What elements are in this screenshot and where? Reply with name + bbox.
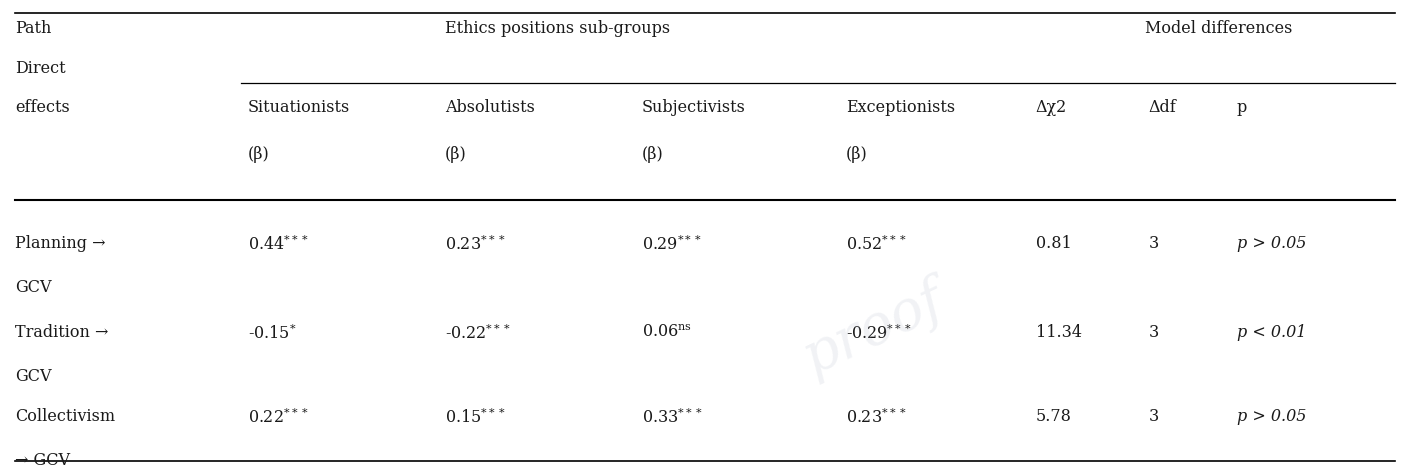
Text: Situationists: Situationists [248,100,350,117]
Text: (β): (β) [248,146,269,163]
Text: Tradition →: Tradition → [16,324,109,341]
Text: p > 0.05: p > 0.05 [1237,408,1306,425]
Text: 0.15$\mathregular{^{***}}$: 0.15$\mathregular{^{***}}$ [444,408,506,427]
Text: 0.33$\mathregular{^{***}}$: 0.33$\mathregular{^{***}}$ [642,408,702,427]
Text: -0.15$\mathregular{^{*}}$: -0.15$\mathregular{^{*}}$ [248,324,296,343]
Text: 0.06$\mathregular{^{ns}}$: 0.06$\mathregular{^{ns}}$ [642,324,692,341]
Text: 0.44$\mathregular{^{***}}$: 0.44$\mathregular{^{***}}$ [248,235,309,254]
Text: effects: effects [16,100,71,117]
Text: 0.81: 0.81 [1036,235,1072,252]
Text: Subjectivists: Subjectivists [642,100,746,117]
Text: proof: proof [795,272,953,384]
Text: p < 0.01: p < 0.01 [1237,324,1306,341]
Text: 0.29$\mathregular{^{***}}$: 0.29$\mathregular{^{***}}$ [642,235,702,254]
Text: Exceptionists: Exceptionists [846,100,955,117]
Text: 3: 3 [1148,408,1159,425]
Text: 5.78: 5.78 [1036,408,1072,425]
Text: (β): (β) [846,146,867,163]
Text: Δdf: Δdf [1148,100,1176,117]
Text: GCV: GCV [16,368,52,385]
Text: 0.23$\mathregular{^{***}}$: 0.23$\mathregular{^{***}}$ [444,235,505,254]
Text: -0.29$\mathregular{^{***}}$: -0.29$\mathregular{^{***}}$ [846,324,911,343]
Text: (β): (β) [444,146,467,163]
Text: 11.34: 11.34 [1036,324,1081,341]
Text: Model differences: Model differences [1145,20,1293,37]
Text: 3: 3 [1148,235,1159,252]
Text: Collectivism: Collectivism [16,408,116,425]
Text: 0.22$\mathregular{^{***}}$: 0.22$\mathregular{^{***}}$ [248,408,309,427]
Text: Path: Path [16,20,52,37]
Text: Absolutists: Absolutists [444,100,534,117]
Text: p: p [1237,100,1248,117]
Text: 0.23$\mathregular{^{***}}$: 0.23$\mathregular{^{***}}$ [846,408,907,427]
Text: -0.22$\mathregular{^{***}}$: -0.22$\mathregular{^{***}}$ [444,324,510,343]
Text: GCV: GCV [16,279,52,296]
Text: 0.52$\mathregular{^{***}}$: 0.52$\mathregular{^{***}}$ [846,235,907,254]
Text: p > 0.05: p > 0.05 [1237,235,1306,252]
Text: → GCV: → GCV [16,452,71,469]
Text: Direct: Direct [16,60,66,77]
Text: Ethics positions sub-groups: Ethics positions sub-groups [444,20,670,37]
Text: Planning →: Planning → [16,235,106,252]
Text: 3: 3 [1148,324,1159,341]
Text: (β): (β) [642,146,664,163]
Text: Δχ2: Δχ2 [1036,100,1067,117]
